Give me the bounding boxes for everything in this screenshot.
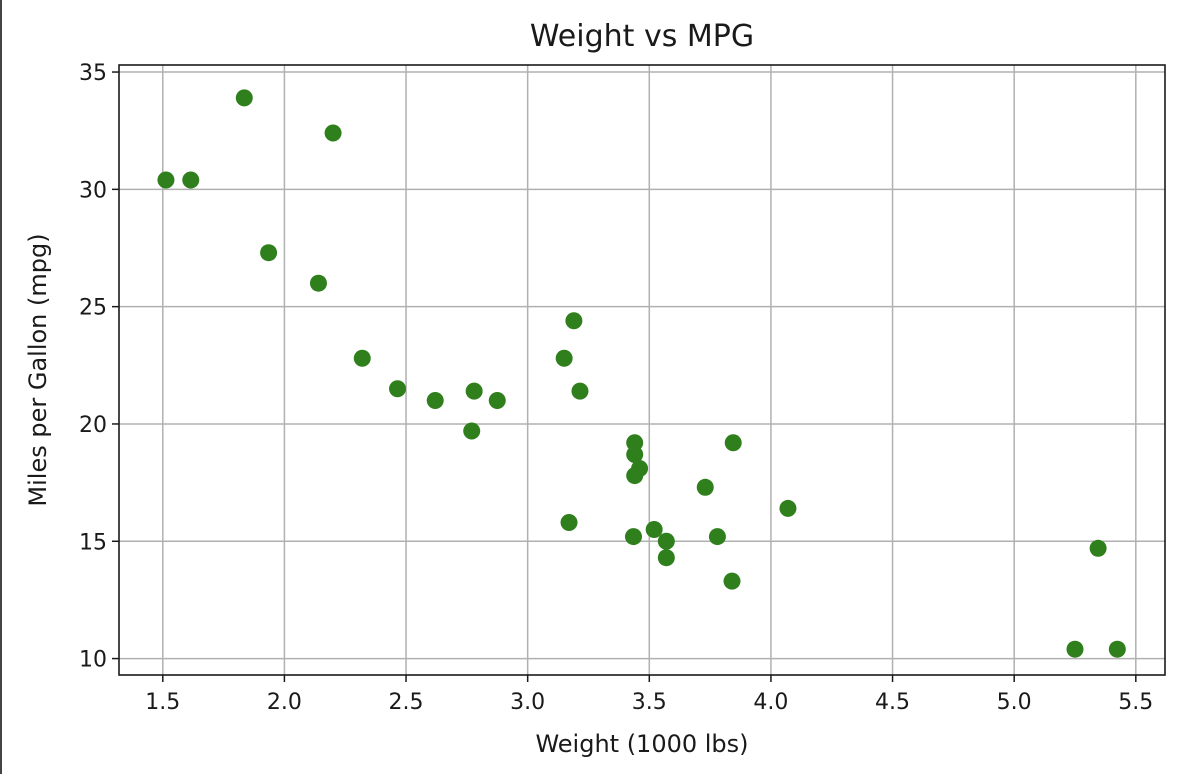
scatter-point bbox=[696, 478, 714, 496]
scatter-point bbox=[657, 549, 675, 567]
scatter-point bbox=[182, 171, 200, 189]
scatter-point bbox=[426, 392, 444, 409]
scatter-point bbox=[389, 380, 407, 398]
scatter-point bbox=[624, 528, 642, 546]
x-tick-label: 3.0 bbox=[510, 690, 545, 715]
y-tick-label: 30 bbox=[79, 178, 107, 203]
scatter-point bbox=[465, 382, 483, 400]
scatter-point bbox=[157, 171, 175, 189]
x-tick-label: 3.5 bbox=[632, 690, 667, 715]
scatter-point bbox=[724, 434, 742, 452]
scatter-point bbox=[1089, 539, 1107, 557]
data-points bbox=[157, 89, 1126, 658]
scatter-point bbox=[235, 89, 253, 107]
scatter-point bbox=[645, 521, 663, 539]
scatter-point bbox=[1066, 640, 1084, 658]
scatter-point bbox=[1108, 640, 1126, 658]
scatter-point bbox=[571, 382, 589, 400]
scatter-point bbox=[626, 467, 644, 485]
grid-lines bbox=[119, 65, 1165, 675]
x-tick-label: 4.0 bbox=[753, 690, 788, 715]
scatter-point bbox=[560, 514, 578, 531]
x-tick-label: 2.0 bbox=[267, 690, 302, 715]
scatter-point bbox=[555, 349, 573, 367]
x-tick-label: 5.0 bbox=[997, 690, 1032, 715]
chart-title: Weight vs MPG bbox=[530, 19, 754, 54]
y-axis-label: Miles per Gallon (mpg) bbox=[24, 233, 52, 506]
scatter-point bbox=[260, 244, 278, 262]
scatter-point bbox=[657, 532, 675, 550]
x-axis-label: Weight (1000 lbs) bbox=[535, 730, 748, 758]
scatter-point bbox=[309, 274, 327, 292]
scatter-point bbox=[723, 572, 741, 590]
plot-area-frame bbox=[118, 64, 1166, 676]
scatter-point bbox=[626, 445, 644, 463]
scatter-point bbox=[779, 499, 797, 517]
scatter-point bbox=[463, 422, 481, 440]
x-tick-label: 4.5 bbox=[875, 690, 910, 715]
scatter-point bbox=[324, 124, 342, 142]
x-tick-label: 5.5 bbox=[1118, 690, 1153, 715]
axis-ticks: 1.5 2.0 2.5 3.0 3.5 4.0 4.5 5.0 5.5 10 15 20 25 30 35 bbox=[79, 61, 1153, 715]
y-tick-label: 20 bbox=[79, 413, 107, 438]
y-tick-label: 10 bbox=[79, 648, 107, 673]
y-tick-label: 25 bbox=[79, 296, 107, 321]
scatter-point bbox=[565, 312, 583, 330]
y-tick-label: 15 bbox=[79, 530, 107, 555]
scatter-point bbox=[353, 349, 371, 367]
x-tick-label: 2.5 bbox=[389, 690, 424, 715]
x-tick-label: 1.5 bbox=[145, 690, 180, 715]
scatter-point bbox=[708, 528, 726, 546]
y-tick-label: 35 bbox=[79, 61, 107, 86]
scatter-point bbox=[488, 392, 506, 409]
scatter-point bbox=[626, 434, 644, 452]
